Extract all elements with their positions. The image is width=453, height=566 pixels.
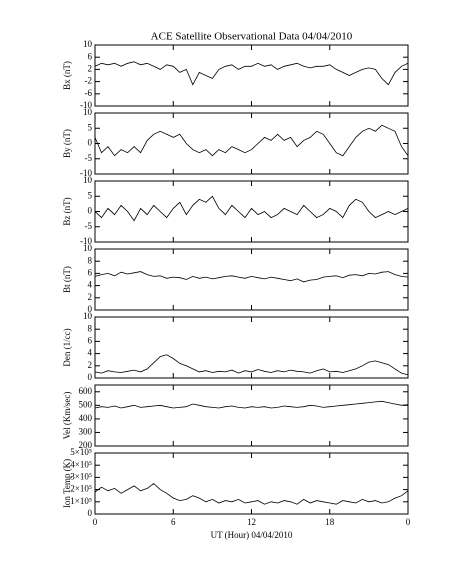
y-tick-label: 8	[88, 255, 93, 265]
y-tick-label: -10	[80, 236, 92, 246]
y-tick-label: 2	[88, 63, 93, 73]
x-tick-label: 12	[247, 517, 256, 527]
x-tick-label: 0	[93, 517, 98, 527]
y-tick-label: -10	[80, 168, 92, 178]
y-tick-label: -2	[85, 76, 93, 86]
y-tick-label: 5	[88, 122, 93, 132]
y-tick-label: 5	[88, 190, 93, 200]
y-axis-label: Bz (nT)	[62, 197, 72, 225]
x-tick-label: 0	[406, 517, 411, 527]
y-tick-label: 6	[88, 267, 93, 277]
y-tick-label: 600	[79, 386, 93, 396]
y-tick-label: 4×10⁵	[70, 459, 92, 469]
y-tick-label: 3×10⁵	[70, 471, 92, 481]
panel-frame	[94, 452, 409, 515]
y-axis-label: Ion Temp (K)	[62, 459, 72, 508]
panel-frame	[94, 248, 409, 311]
y-axis-label: Den (1/cc)	[62, 328, 72, 366]
y-tick-label: 0	[88, 304, 93, 314]
y-tick-label: 0	[88, 372, 93, 382]
panel-frame	[94, 384, 409, 447]
y-tick-label: 2	[88, 292, 93, 302]
y-axis-label: By (nT)	[62, 129, 72, 158]
y-tick-label: 6	[88, 335, 93, 345]
data-line	[94, 124, 409, 157]
y-tick-label: 10	[83, 243, 93, 253]
y-tick-label: 300	[79, 427, 93, 437]
y-tick-label: 10	[83, 39, 93, 49]
y-tick-label: 1×10⁵	[70, 496, 92, 506]
data-line	[94, 195, 409, 222]
y-tick-label: 500	[79, 399, 93, 409]
y-tick-label: 10	[83, 107, 93, 117]
x-tick-label: 18	[325, 517, 335, 527]
data-line	[94, 61, 409, 86]
y-tick-label: 0	[88, 206, 93, 216]
panel-frame	[94, 316, 409, 379]
y-tick-label: 4	[88, 280, 93, 290]
y-tick-label: 5×10⁵	[70, 447, 92, 457]
data-line	[94, 271, 409, 283]
y-tick-label: -10	[80, 100, 92, 110]
y-tick-label: 6	[88, 51, 93, 61]
panel-frame	[94, 112, 409, 175]
y-tick-label: 8	[88, 323, 93, 333]
data-line	[94, 400, 409, 409]
y-tick-label: 0	[88, 508, 93, 518]
x-tick-label: 6	[171, 517, 176, 527]
y-axis-label: Bt (nT)	[62, 266, 72, 293]
panel-frame	[94, 44, 409, 107]
chart-title: ACE Satellite Observational Data 04/04/2…	[151, 31, 353, 43]
y-tick-label: 400	[79, 413, 93, 423]
y-tick-label: 4	[88, 348, 93, 358]
panel-frame	[94, 180, 409, 243]
y-tick-label: -5	[85, 221, 93, 231]
y-tick-label: 2×10⁵	[70, 484, 92, 494]
y-tick-label: 200	[79, 440, 93, 450]
y-axis-label: Vel (Km/sec)	[62, 392, 72, 440]
y-tick-label: 0	[88, 138, 93, 148]
y-tick-label: -6	[85, 88, 93, 98]
x-axis-label: UT (Hour) 04/04/2010	[211, 530, 293, 540]
y-tick-label: 10	[83, 175, 93, 185]
y-tick-label: 2	[88, 360, 93, 370]
data-line	[94, 354, 409, 376]
data-line	[94, 482, 409, 505]
y-tick-label: 10	[83, 311, 93, 321]
y-axis-label: Bx (nT)	[62, 61, 72, 90]
y-tick-label: -5	[85, 153, 93, 163]
